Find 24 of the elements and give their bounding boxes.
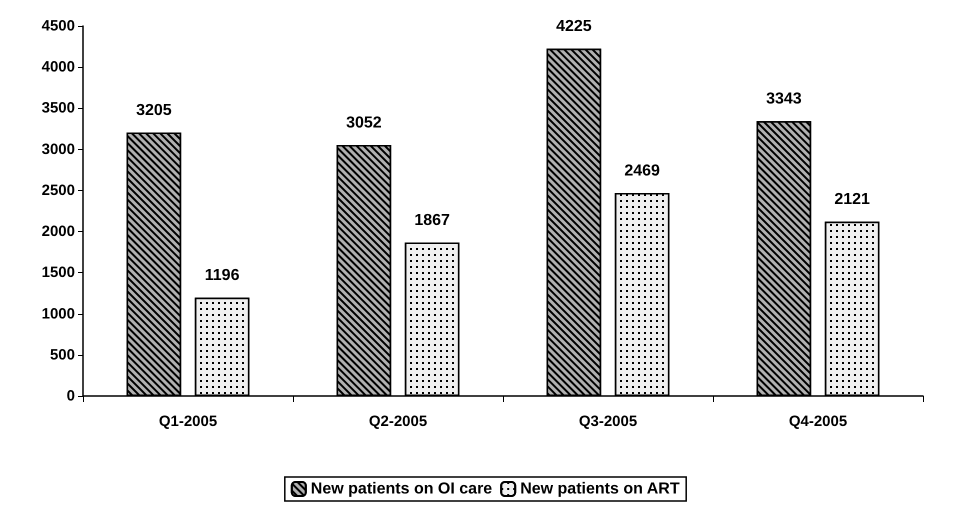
data-label: 4225 [556,18,592,36]
y-tick-label: 4000 [42,58,75,76]
data-label: 3052 [346,114,382,132]
data-label: 2469 [624,162,660,180]
x-tick-label: Q2-2005 [368,413,428,430]
y-tick-label: 3500 [42,100,75,117]
data-label: 2121 [834,191,870,208]
y-tick-label: 500 [50,346,75,364]
x-tick-label: Q3-2005 [578,413,638,430]
y-tick-label: 3000 [42,140,75,158]
data-label: 3343 [766,90,802,108]
y-tick-label: 1500 [42,264,75,282]
y-tick-label: 0 [66,388,75,404]
legend-label: New patients on OI care [310,480,492,498]
x-tick-label: Q4-2005 [788,413,848,430]
data-label: 1196 [204,267,240,284]
y-tick-label: 1000 [42,305,75,322]
legend-label: New patients on ART [520,480,680,498]
y-tick-label: 4500 [42,18,75,34]
y-tick-label: 2000 [42,223,75,240]
data-label: 1867 [414,212,450,229]
data-label: 3205 [136,102,172,119]
y-tick-label: 2500 [42,182,75,199]
x-tick-label: Q1-2005 [158,413,218,430]
